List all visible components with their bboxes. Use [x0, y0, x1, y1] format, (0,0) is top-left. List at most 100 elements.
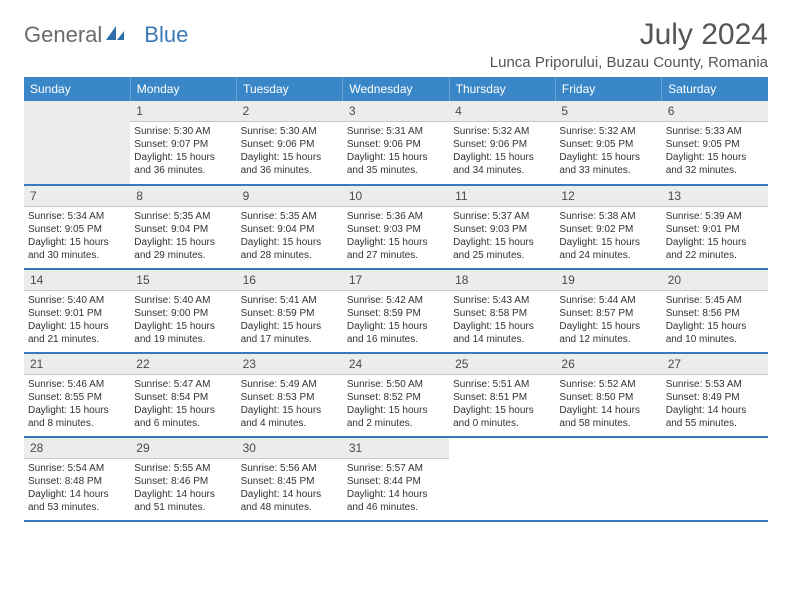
- calendar-day-cell: 1Sunrise: 5:30 AMSunset: 9:07 PMDaylight…: [130, 101, 236, 185]
- day-number: 23: [237, 354, 343, 375]
- daylight-text: and 14 minutes.: [453, 333, 551, 346]
- daylight-text: and 51 minutes.: [134, 501, 232, 514]
- sunrise-text: Sunrise: 5:33 AM: [666, 125, 764, 138]
- day-number: 11: [449, 186, 555, 207]
- sunset-text: Sunset: 9:05 PM: [666, 138, 764, 151]
- calendar-day-cell: 22Sunrise: 5:47 AMSunset: 8:54 PMDayligh…: [130, 353, 236, 437]
- sunrise-text: Sunrise: 5:56 AM: [241, 462, 339, 475]
- sail-icon: [104, 22, 126, 48]
- calendar-day-cell: [449, 437, 555, 521]
- daylight-text: Daylight: 14 hours: [28, 488, 126, 501]
- day-number: 18: [449, 270, 555, 291]
- daylight-text: Daylight: 14 hours: [347, 488, 445, 501]
- calendar-day-cell: 23Sunrise: 5:49 AMSunset: 8:53 PMDayligh…: [237, 353, 343, 437]
- daylight-text: Daylight: 14 hours: [559, 404, 657, 417]
- day-header: Thursday: [449, 77, 555, 101]
- daylight-text: and 32 minutes.: [666, 164, 764, 177]
- calendar-day-cell: 17Sunrise: 5:42 AMSunset: 8:59 PMDayligh…: [343, 269, 449, 353]
- sunrise-text: Sunrise: 5:35 AM: [241, 210, 339, 223]
- sunrise-text: Sunrise: 5:34 AM: [28, 210, 126, 223]
- calendar-day-cell: 7Sunrise: 5:34 AMSunset: 9:05 PMDaylight…: [24, 185, 130, 269]
- sunset-text: Sunset: 8:54 PM: [134, 391, 232, 404]
- daylight-text: and 28 minutes.: [241, 249, 339, 262]
- calendar-week-row: 7Sunrise: 5:34 AMSunset: 9:05 PMDaylight…: [24, 185, 768, 269]
- day-number: 5: [555, 101, 661, 122]
- day-number: 14: [24, 270, 130, 291]
- daylight-text: Daylight: 15 hours: [666, 151, 764, 164]
- day-number: 27: [662, 354, 768, 375]
- sunrise-text: Sunrise: 5:39 AM: [666, 210, 764, 223]
- sunset-text: Sunset: 8:46 PM: [134, 475, 232, 488]
- daylight-text: Daylight: 15 hours: [559, 151, 657, 164]
- day-number: 7: [24, 186, 130, 207]
- calendar-day-cell: 31Sunrise: 5:57 AMSunset: 8:44 PMDayligh…: [343, 437, 449, 521]
- brand-word-1: General: [24, 22, 102, 48]
- sunset-text: Sunset: 9:04 PM: [241, 223, 339, 236]
- daylight-text: and 19 minutes.: [134, 333, 232, 346]
- day-number: 6: [662, 101, 768, 122]
- sunset-text: Sunset: 8:58 PM: [453, 307, 551, 320]
- daylight-text: and 27 minutes.: [347, 249, 445, 262]
- day-number: 9: [237, 186, 343, 207]
- calendar-day-cell: 14Sunrise: 5:40 AMSunset: 9:01 PMDayligh…: [24, 269, 130, 353]
- day-number: 13: [662, 186, 768, 207]
- sunrise-text: Sunrise: 5:37 AM: [453, 210, 551, 223]
- day-number: 10: [343, 186, 449, 207]
- daylight-text: and 12 minutes.: [559, 333, 657, 346]
- sunrise-text: Sunrise: 5:30 AM: [134, 125, 232, 138]
- sunrise-text: Sunrise: 5:38 AM: [559, 210, 657, 223]
- calendar-day-cell: 6 Sunrise: 5:33 AMSunset: 9:05 PMDaylight…: [662, 101, 768, 185]
- daylight-text: Daylight: 15 hours: [347, 404, 445, 417]
- calendar-day-cell: 4Sunrise: 5:32 AMSunset: 9:06 PMDaylight…: [449, 101, 555, 185]
- sunset-text: Sunset: 8:59 PM: [347, 307, 445, 320]
- sunset-text: Sunset: 8:45 PM: [241, 475, 339, 488]
- calendar-day-cell: 3Sunrise: 5:31 AMSunset: 9:06 PMDaylight…: [343, 101, 449, 185]
- daylight-text: Daylight: 14 hours: [241, 488, 339, 501]
- calendar-week-row: 28Sunrise: 5:54 AMSunset: 8:48 PMDayligh…: [24, 437, 768, 521]
- daylight-text: and 0 minutes.: [453, 417, 551, 430]
- calendar-day-cell: [555, 437, 661, 521]
- sunrise-text: Sunrise: 5:32 AM: [453, 125, 551, 138]
- calendar-day-cell: 26Sunrise: 5:52 AMSunset: 8:50 PMDayligh…: [555, 353, 661, 437]
- sunrise-text: Sunrise: 5:43 AM: [453, 294, 551, 307]
- day-number: 1: [130, 101, 236, 122]
- sunrise-text: Sunrise: 5:50 AM: [347, 378, 445, 391]
- day-number: 17: [343, 270, 449, 291]
- sunset-text: Sunset: 8:44 PM: [347, 475, 445, 488]
- daylight-text: Daylight: 15 hours: [134, 404, 232, 417]
- calendar-day-cell: 8Sunrise: 5:35 AMSunset: 9:04 PMDaylight…: [130, 185, 236, 269]
- sunset-text: Sunset: 9:04 PM: [134, 223, 232, 236]
- calendar-day-cell: [662, 437, 768, 521]
- daylight-text: Daylight: 15 hours: [453, 236, 551, 249]
- sunset-text: Sunset: 8:56 PM: [666, 307, 764, 320]
- daylight-text: and 48 minutes.: [241, 501, 339, 514]
- daylight-text: and 24 minutes.: [559, 249, 657, 262]
- header: General Blue July 2024 Lunca Priporului,…: [24, 18, 768, 71]
- daylight-text: Daylight: 15 hours: [347, 320, 445, 333]
- daylight-text: Daylight: 15 hours: [347, 151, 445, 164]
- sunrise-text: Sunrise: 5:40 AM: [28, 294, 126, 307]
- day-number: 4: [449, 101, 555, 122]
- sunset-text: Sunset: 9:06 PM: [347, 138, 445, 151]
- sunrise-text: Sunrise: 5:40 AM: [134, 294, 232, 307]
- sunset-text: Sunset: 8:59 PM: [241, 307, 339, 320]
- sunset-text: Sunset: 8:53 PM: [241, 391, 339, 404]
- sunrise-text: Sunrise: 5:51 AM: [453, 378, 551, 391]
- sunrise-text: Sunrise: 5:46 AM: [28, 378, 126, 391]
- calendar-day-cell: 11Sunrise: 5:37 AMSunset: 9:03 PMDayligh…: [449, 185, 555, 269]
- sunrise-text: Sunrise: 5:47 AM: [134, 378, 232, 391]
- day-number: 29: [130, 438, 236, 459]
- daylight-text: Daylight: 15 hours: [666, 320, 764, 333]
- daylight-text: Daylight: 15 hours: [241, 151, 339, 164]
- sunrise-text: Sunrise: 5:41 AM: [241, 294, 339, 307]
- daylight-text: Daylight: 15 hours: [241, 236, 339, 249]
- day-number: 8: [130, 186, 236, 207]
- sunset-text: Sunset: 8:52 PM: [347, 391, 445, 404]
- day-number: 26: [555, 354, 661, 375]
- sunrise-text: Sunrise: 5:36 AM: [347, 210, 445, 223]
- calendar-week-row: 21Sunrise: 5:46 AMSunset: 8:55 PMDayligh…: [24, 353, 768, 437]
- daylight-text: Daylight: 15 hours: [559, 236, 657, 249]
- daylight-text: Daylight: 15 hours: [453, 151, 551, 164]
- calendar-table: SundayMondayTuesdayWednesdayThursdayFrid…: [24, 77, 768, 522]
- location-subtitle: Lunca Priporului, Buzau County, Romania: [490, 54, 768, 71]
